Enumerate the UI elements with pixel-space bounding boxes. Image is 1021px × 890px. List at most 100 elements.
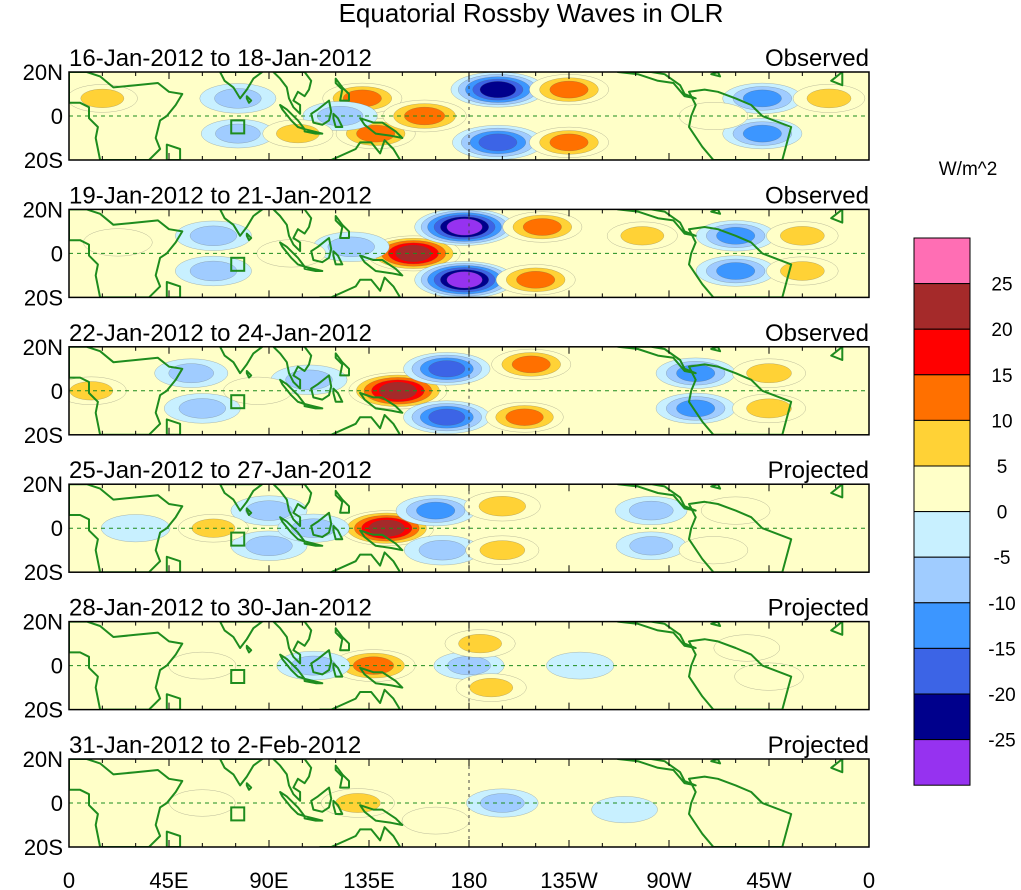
coastline [710,209,722,215]
colorbar-label: 20 [991,320,1012,341]
contour-band [479,540,526,561]
region-box [230,531,246,547]
coastline [334,764,350,789]
contour-band [742,124,782,143]
coastline [272,346,313,390]
coastline [830,621,844,636]
map-panel: 20N 0 20S 28-Jan-2012 to 30-Jan-2012 Project… [23,595,870,723]
colorbar-swatch [913,374,971,421]
colorbar-label: -5 [994,548,1011,569]
contour-band [446,271,483,289]
anomaly-feature [69,376,127,405]
coastline [688,638,793,710]
anomaly-feature [169,789,236,817]
colorbar-label: -20 [988,685,1015,706]
anomaly-feature [404,535,481,566]
olr-anomaly-field [69,209,844,298]
anomaly-feature [495,264,576,296]
coastline [219,621,264,649]
region-box [230,806,246,822]
anomaly-feature [401,806,470,835]
latitude-label: 20S [24,698,63,723]
colorbar-unit: W/m^2 [939,159,998,180]
colorbar-swatch [913,283,971,330]
map-panel: 20N 0 20S 25-Jan-2012 to 27-Jan-2012 Project… [23,457,870,585]
anomaly-feature [678,536,749,565]
coastline [310,649,333,676]
panel-status: Projected [768,457,869,484]
coastline [710,346,722,353]
anomaly-feature [713,634,780,662]
contour-band [478,133,518,152]
coastline [332,250,344,266]
colorbar-swatch [913,465,971,513]
coastline [165,830,182,847]
coastline [359,117,404,139]
contour-band [418,540,466,561]
contour-band [469,678,514,698]
coastline [688,363,793,435]
colorbar-swatch [913,602,971,649]
contour-band [69,381,114,401]
contour-band [401,806,470,835]
contour-band [446,218,483,236]
coastline [303,677,324,685]
coastline [334,627,350,652]
contour-band [591,796,658,824]
latitude-label: 20S [24,148,63,173]
coastline [272,621,313,665]
anomaly-feature [403,400,491,434]
anomaly-feature [655,392,736,424]
coastline [279,791,306,818]
contour-band [522,218,562,236]
anomaly-feature [69,84,138,113]
coastline [272,209,313,253]
contour-band [458,634,502,654]
coastline [310,99,333,126]
latitude-label: 20N [23,335,63,360]
contour-band [806,88,852,109]
latitude-label: 0 [51,516,63,541]
panel-date-range: 31-Jan-2012 to 2-Feb-2012 [69,732,361,759]
anomaly-feature [485,401,564,433]
latitude-label: 20S [24,560,63,585]
anomaly-feature [465,535,540,565]
coastline [303,815,324,822]
contour-band [780,226,825,246]
coastline [319,826,402,847]
coastline [319,551,402,573]
colorbar-label: 25 [991,275,1012,296]
coastline [710,484,722,490]
contour-band [327,236,375,257]
coastline [310,786,333,813]
coastline [219,209,264,237]
coastline [69,209,184,298]
colorbar-swatch [913,739,971,786]
colorbar-label: 5 [997,457,1008,478]
coastline [359,529,404,552]
anomaly-feature [312,231,390,262]
coastline [310,374,333,401]
olr-anomaly-field [69,72,866,160]
coastline [245,232,253,242]
coastline [688,500,793,573]
latitude-label: 0 [51,241,63,266]
anomaly-feature [732,393,806,423]
coastline [279,653,306,680]
coastline [332,387,344,403]
panel-status: Projected [768,595,869,622]
contour-band [746,363,792,384]
panel-date-range: 19-Jan-2012 to 21-Jan-2012 [69,182,372,209]
coastline [69,484,184,573]
anomaly-feature [403,352,491,386]
coastline [688,88,793,160]
anomaly-feature [256,239,326,268]
contour-band [428,360,466,378]
coastline [319,276,402,298]
contour-band [505,408,544,426]
anomaly-feature [529,126,609,158]
anomaly-feature [175,220,252,251]
latitude-label: 20S [24,285,63,310]
map-panels: 20N 0 20S 16-Jan-2012 to 18-Jan-2012 Observe… [23,45,870,860]
longitude-label: 45E [149,868,188,890]
